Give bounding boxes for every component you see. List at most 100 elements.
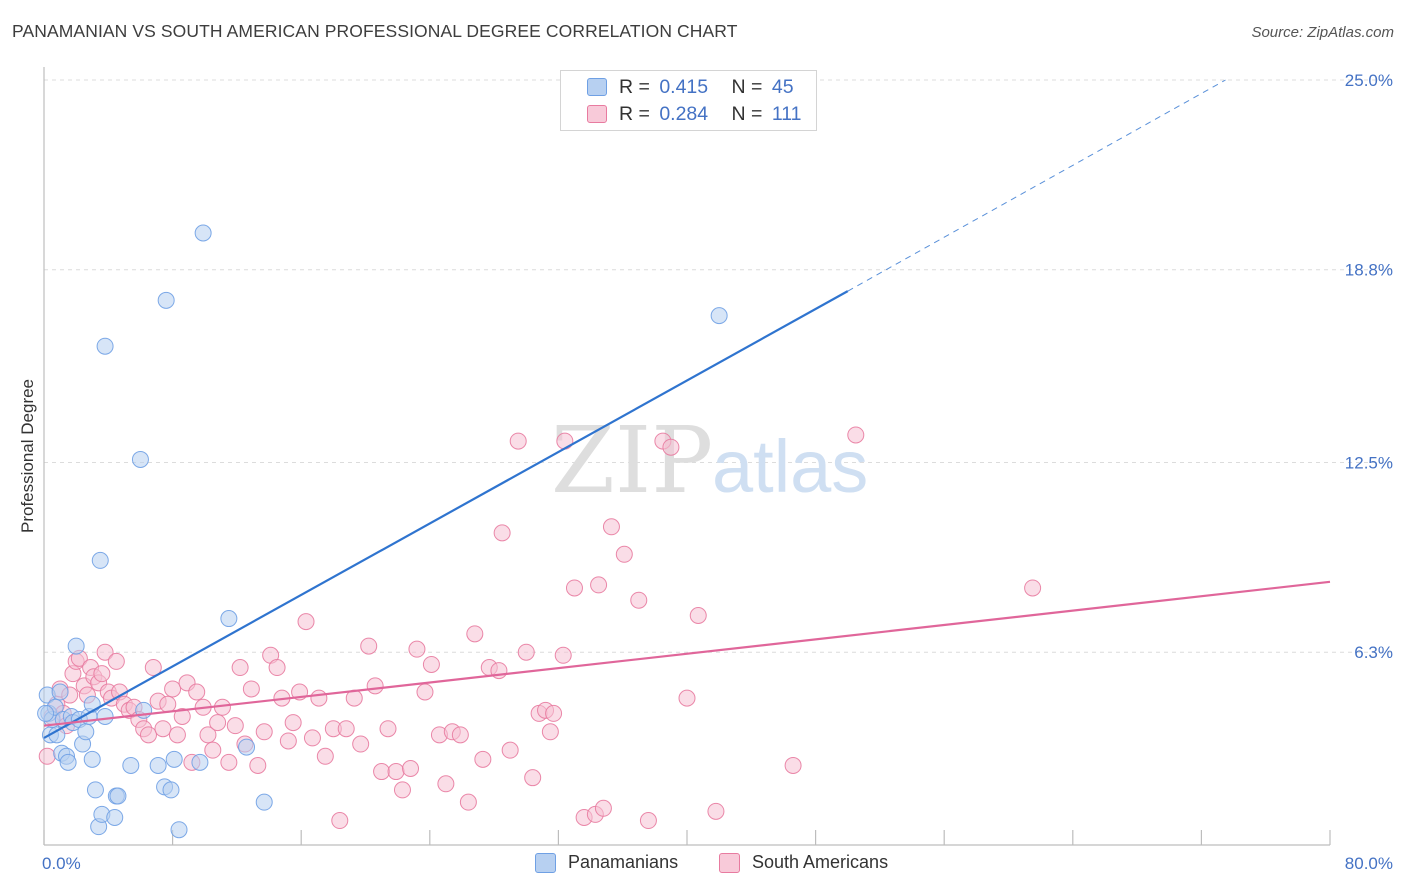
south-american-point [387,763,405,781]
south-american-point [379,720,397,738]
south-american-point [451,726,469,744]
south-american-point [96,643,114,661]
south-american-point [590,576,608,594]
legend-r-value: 0.284 [659,103,709,125]
panamanian-point [96,337,114,355]
south-american-point [594,799,612,817]
south-american-point [459,793,477,811]
south-american-point [209,714,227,732]
panamanian-point [106,808,124,826]
panamanian-point [162,781,180,799]
legend-r-value: 0.415 [659,76,709,98]
panamanian-point [165,750,183,768]
south-american-point [164,680,182,698]
south-american-point [316,747,334,765]
south-american-point [517,643,535,661]
south-american-point [231,659,249,677]
south-american-point [139,726,157,744]
south-american-point [154,720,172,738]
y-tick-label: 6.3% [1354,643,1393,662]
panamanian-point [86,781,104,799]
south-american-point [402,760,420,777]
legend-r-label: R = [619,76,650,98]
gridlines [44,79,1392,653]
x-tick-label: 80.0% [1345,854,1393,873]
south-american-point [565,579,583,597]
south-american-point [38,747,56,765]
panamanian-point [59,753,77,771]
panamanian-point [220,610,238,628]
panamanian-point [255,793,273,811]
south-american-point [556,432,574,450]
panamanian-point [157,291,175,309]
south-american-point [310,689,328,707]
source-credit: Source: ZipAtlas.com [1251,24,1394,41]
south-american-point [493,524,511,542]
panamanian-point [83,750,101,768]
south-american-point [279,732,297,750]
south-american-point [408,640,426,658]
legend-swatch-panamanians [535,853,556,873]
south-american-point [199,726,217,744]
south-american-point [360,637,378,655]
legend-n-label: N = [731,103,763,125]
south-american-point [422,655,440,673]
south-american-point [255,723,273,741]
south-american-point [159,695,177,713]
south-american-point [188,683,206,701]
south-american-point [297,613,315,631]
south-american-point [847,426,865,444]
legend-swatch-south-americans [587,105,607,123]
south-american-point [373,763,391,781]
south-american-point [1024,579,1042,597]
panamanian-point [96,707,114,725]
south-american-point [331,812,349,830]
south-american-point [107,652,125,670]
panamanian-point [51,683,69,701]
panamanian-point [238,738,256,756]
south-american-point [541,723,559,741]
south-american-point [630,591,648,609]
y-tick-label: 18.8% [1345,261,1393,280]
panamanian-point [149,756,167,774]
panamanian-point [191,753,209,771]
watermark-zip: ZIP [551,407,713,514]
south-american-point [437,775,455,793]
south-american-point [337,720,355,738]
south-american-point [615,545,633,563]
south-american-point [168,726,186,744]
south-american-point [226,717,244,735]
panamanian-point [710,307,728,325]
south-american-point [352,735,370,753]
correlation-legend: R = 0.415 N = 45 R = 0.284 N = 111 [560,70,817,131]
panamanian-point [170,821,188,839]
legend-swatch-panamanians [587,78,607,96]
south-american-point [220,753,238,771]
south-american-point [689,607,707,624]
panamanian-point [122,756,140,774]
south-american-point [268,659,286,677]
watermark: ZIP atlas [551,407,868,514]
panamanian-point [194,224,212,242]
panamanian-point [131,450,149,468]
south-american-point [524,769,542,787]
x-tick-label: 0.0% [42,854,81,873]
legend-label-south-americans: South Americans [752,852,889,872]
south-american-point [501,741,519,759]
legend-n-label: N = [731,76,763,98]
south-american-point [678,689,696,707]
trend-lines [43,79,1331,739]
y-tick-label: 25.0% [1345,71,1393,90]
south-american-point [416,683,434,701]
chart-title: PANAMANIAN VS SOUTH AMERICAN PROFESSIONA… [12,21,738,41]
y-tick-label: 12.5% [1345,454,1393,473]
panamanians-trend-line [43,290,849,739]
panamanian-point [37,704,55,722]
south-american-point [242,680,260,698]
panamanian-point [109,787,127,805]
watermark-atlas: atlas [712,425,868,508]
south-american-point [204,741,222,759]
legend-r-label: R = [619,103,650,125]
south-american-point [173,707,191,725]
legend-label-panamanians: Panamanians [568,852,679,872]
